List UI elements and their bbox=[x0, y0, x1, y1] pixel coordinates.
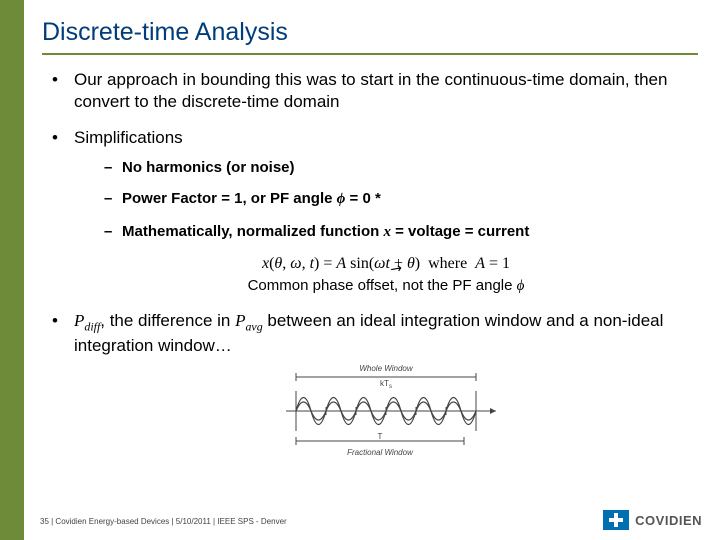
title-underline bbox=[42, 53, 698, 55]
bullet-3: Pdiff, the difference in Pavg between an… bbox=[52, 310, 698, 466]
pdiff: Pdiff bbox=[74, 311, 100, 330]
sub-3: Mathematically, normalized function x = … bbox=[104, 222, 698, 242]
kts-label: kTs bbox=[380, 379, 392, 390]
bullet-list: Our approach in bounding this was to sta… bbox=[42, 69, 698, 467]
slide-content: Discrete-time Analysis Our approach in b… bbox=[24, 0, 720, 481]
footer-event: | IEEE SPS - Denver bbox=[211, 517, 287, 526]
footer: 35 | Covidien Energy-based Devices | 5/1… bbox=[40, 517, 287, 526]
sub-3-post: = voltage = current bbox=[391, 223, 529, 240]
footer-company: | Covidien Energy-based Devices bbox=[49, 517, 169, 526]
footer-date: | 5/10/2011 bbox=[169, 517, 211, 526]
pavg: Pavg bbox=[235, 311, 263, 330]
logo-icon bbox=[603, 510, 629, 530]
bullet-1: Our approach in bounding this was to sta… bbox=[52, 69, 698, 113]
caption: ↗ Common phase offset, not the PF angle … bbox=[74, 276, 698, 296]
slide-title: Discrete-time Analysis bbox=[42, 18, 698, 47]
sub-2-post: = 0 * bbox=[345, 190, 380, 207]
window-diagram: Whole Window kTs bbox=[74, 361, 698, 467]
b3-mid1: , the difference in bbox=[100, 311, 235, 330]
pdiff-p: P bbox=[74, 311, 84, 330]
bullet-2: Simplifications No harmonics (or noise) … bbox=[52, 127, 698, 297]
whole-window-label: Whole Window bbox=[359, 364, 414, 373]
sub-list: No harmonics (or noise) Power Factor = 1… bbox=[74, 158, 698, 242]
logo: COVIDIEN bbox=[603, 510, 702, 530]
pavg-sub: avg bbox=[245, 320, 262, 334]
sub-3-pre: Mathematically, normalized function bbox=[122, 223, 383, 240]
sidebar-stripe bbox=[0, 0, 24, 540]
page-number: 35 bbox=[40, 517, 49, 526]
x-symbol: x bbox=[383, 224, 391, 240]
sub-2: Power Factor = 1, or PF angle ϕ = 0 * bbox=[104, 189, 698, 209]
logo-text: COVIDIEN bbox=[635, 513, 702, 528]
pdiff-sub: diff bbox=[84, 320, 100, 334]
t-label: T bbox=[378, 432, 383, 441]
sub-1: No harmonics (or noise) bbox=[104, 158, 698, 177]
caption-text: Common phase offset, not the PF angle bbox=[248, 277, 517, 294]
bullet-2-text: Simplifications bbox=[74, 128, 183, 147]
sub-2-pre: Power Factor = 1, or PF angle bbox=[122, 190, 337, 207]
fractional-window-label: Fractional Window bbox=[347, 448, 414, 457]
pavg-p: P bbox=[235, 311, 245, 330]
caption-phi: ϕ bbox=[517, 278, 525, 294]
